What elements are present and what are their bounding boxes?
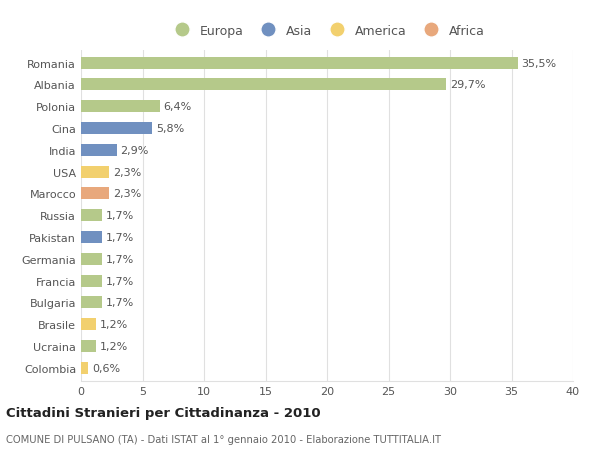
Text: COMUNE DI PULSANO (TA) - Dati ISTAT al 1° gennaio 2010 - Elaborazione TUTTITALIA: COMUNE DI PULSANO (TA) - Dati ISTAT al 1… bbox=[6, 434, 441, 444]
Bar bbox=[81, 166, 109, 178]
Bar bbox=[81, 210, 102, 222]
Text: 1,7%: 1,7% bbox=[106, 232, 134, 242]
Text: 2,9%: 2,9% bbox=[121, 146, 149, 156]
Bar bbox=[81, 297, 102, 308]
Bar bbox=[81, 362, 88, 374]
Legend: Europa, Asia, America, Africa: Europa, Asia, America, Africa bbox=[169, 25, 485, 38]
Bar bbox=[81, 79, 446, 91]
Bar bbox=[81, 319, 96, 330]
Text: 1,7%: 1,7% bbox=[106, 298, 134, 308]
Bar bbox=[81, 145, 116, 157]
Text: 29,7%: 29,7% bbox=[450, 80, 485, 90]
Bar bbox=[81, 231, 102, 243]
Text: 35,5%: 35,5% bbox=[521, 59, 556, 68]
Bar bbox=[81, 275, 102, 287]
Bar bbox=[81, 123, 152, 135]
Text: 5,8%: 5,8% bbox=[156, 124, 184, 134]
Text: 1,7%: 1,7% bbox=[106, 254, 134, 264]
Bar bbox=[81, 253, 102, 265]
Bar bbox=[81, 101, 160, 113]
Text: 2,3%: 2,3% bbox=[113, 167, 141, 177]
Text: 2,3%: 2,3% bbox=[113, 189, 141, 199]
Text: 1,2%: 1,2% bbox=[100, 341, 128, 351]
Text: 1,2%: 1,2% bbox=[100, 319, 128, 330]
Text: 6,4%: 6,4% bbox=[163, 102, 191, 112]
Text: 1,7%: 1,7% bbox=[106, 276, 134, 286]
Bar bbox=[81, 340, 96, 352]
Text: 0,6%: 0,6% bbox=[92, 363, 120, 373]
Text: Cittadini Stranieri per Cittadinanza - 2010: Cittadini Stranieri per Cittadinanza - 2… bbox=[6, 406, 320, 419]
Bar bbox=[81, 57, 518, 69]
Text: 1,7%: 1,7% bbox=[106, 211, 134, 221]
Bar bbox=[81, 188, 109, 200]
